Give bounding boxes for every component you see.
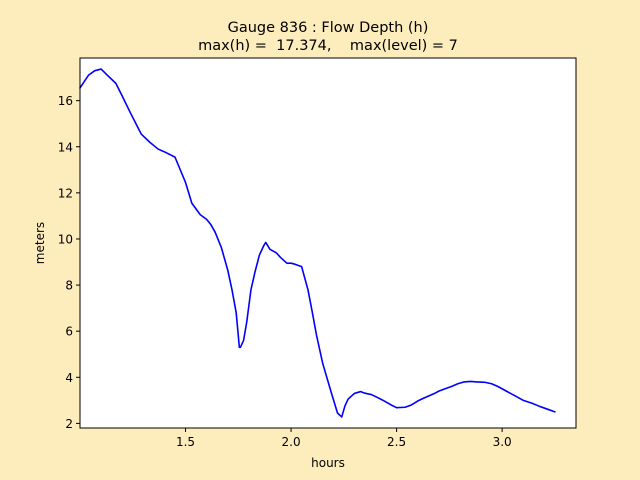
y-tick-label: 16 <box>58 94 73 108</box>
y-tick-label: 4 <box>65 371 73 385</box>
y-axis-label: meters <box>33 222 47 264</box>
y-tick-label: 6 <box>65 325 73 339</box>
x-tick-label: 3.0 <box>493 435 512 449</box>
axes-frame <box>79 57 577 429</box>
plot-area <box>80 58 576 428</box>
chart-title-line-1: Gauge 836 : Flow Depth (h) <box>228 20 429 36</box>
x-tick-label: 1.5 <box>176 435 195 449</box>
x-axis-ticks: 1.5 2.0 2.5 3.0 <box>176 428 512 449</box>
y-axis-ticks: 2 4 6 8 10 12 14 16 <box>58 94 80 431</box>
x-axis-label: hours <box>311 456 345 470</box>
y-tick-label: 2 <box>65 417 73 431</box>
series-layer <box>79 68 556 418</box>
flow-depth-line <box>79 68 556 418</box>
x-tick-label: 2.5 <box>387 435 406 449</box>
x-tick-label: 2.0 <box>282 435 301 449</box>
chart-title-line-2: max(h) = 17.374, max(level) = 7 <box>198 38 458 54</box>
y-tick-label: 10 <box>58 232 73 246</box>
y-tick-label: 8 <box>65 279 73 293</box>
y-tick-label: 14 <box>58 140 73 154</box>
y-tick-label: 12 <box>58 186 73 200</box>
